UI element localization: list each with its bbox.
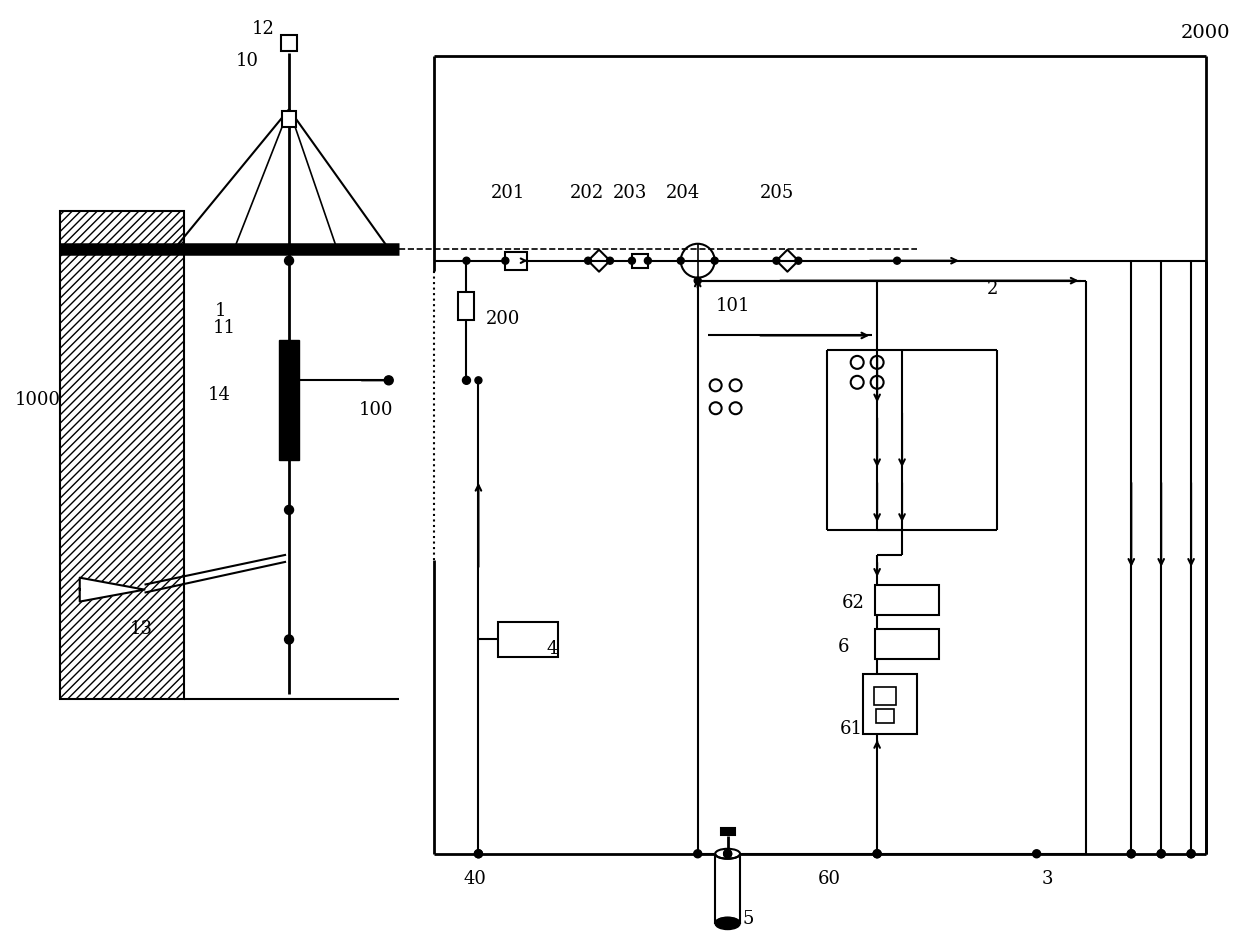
Ellipse shape <box>715 849 740 859</box>
Text: 14: 14 <box>207 387 231 405</box>
Bar <box>874 585 940 615</box>
Text: 205: 205 <box>760 184 794 202</box>
Circle shape <box>584 257 591 265</box>
Bar <box>863 674 918 734</box>
Circle shape <box>1127 850 1136 858</box>
Text: 202: 202 <box>570 184 604 202</box>
Bar <box>281 35 298 51</box>
Text: 2000: 2000 <box>1182 25 1230 43</box>
Circle shape <box>645 257 651 265</box>
Circle shape <box>284 346 294 355</box>
Circle shape <box>284 256 294 266</box>
Circle shape <box>475 377 482 384</box>
Circle shape <box>1187 850 1195 858</box>
Bar <box>720 828 734 835</box>
Bar <box>632 254 647 268</box>
Circle shape <box>894 257 900 265</box>
Text: 4: 4 <box>546 641 558 659</box>
Bar <box>874 629 940 660</box>
Bar <box>498 622 558 657</box>
Circle shape <box>724 850 732 858</box>
Circle shape <box>873 850 882 858</box>
Text: 62: 62 <box>842 594 866 611</box>
Circle shape <box>724 850 732 858</box>
Circle shape <box>693 850 702 858</box>
Circle shape <box>1187 850 1195 858</box>
Text: 204: 204 <box>666 184 701 202</box>
Circle shape <box>463 376 470 385</box>
Text: 101: 101 <box>715 297 750 314</box>
Circle shape <box>795 257 802 265</box>
Circle shape <box>629 257 635 265</box>
Circle shape <box>475 850 482 858</box>
Bar <box>281 111 296 128</box>
Text: 100: 100 <box>358 401 393 419</box>
Circle shape <box>502 257 508 265</box>
Text: 6: 6 <box>837 639 848 657</box>
Circle shape <box>475 850 482 858</box>
Ellipse shape <box>715 918 740 929</box>
Bar <box>60 211 185 700</box>
Text: 10: 10 <box>237 52 259 70</box>
Circle shape <box>773 257 780 265</box>
Circle shape <box>1157 850 1166 858</box>
Bar <box>874 687 897 705</box>
Text: 13: 13 <box>129 621 153 639</box>
Text: 200: 200 <box>485 309 520 327</box>
Text: 60: 60 <box>817 870 841 887</box>
Text: 61: 61 <box>841 720 863 738</box>
Circle shape <box>384 376 393 385</box>
Text: 3: 3 <box>1042 870 1053 887</box>
Circle shape <box>694 277 701 284</box>
Bar <box>459 291 475 320</box>
Circle shape <box>873 850 882 858</box>
Text: 201: 201 <box>490 184 525 202</box>
Polygon shape <box>79 578 145 602</box>
Circle shape <box>1033 850 1040 858</box>
Bar <box>877 709 894 724</box>
Bar <box>279 341 299 460</box>
Text: 12: 12 <box>252 20 275 38</box>
Text: 40: 40 <box>464 870 486 887</box>
Circle shape <box>1127 850 1136 858</box>
Circle shape <box>677 257 684 265</box>
Text: 1: 1 <box>215 302 226 320</box>
Text: 5: 5 <box>743 909 754 927</box>
Circle shape <box>284 506 294 514</box>
Circle shape <box>284 635 294 644</box>
Text: 2: 2 <box>987 280 998 298</box>
Text: 11: 11 <box>212 320 236 337</box>
Circle shape <box>712 257 718 265</box>
Bar <box>506 251 527 269</box>
Circle shape <box>606 257 614 265</box>
Text: 203: 203 <box>613 184 647 202</box>
Circle shape <box>463 257 470 265</box>
Circle shape <box>1157 850 1166 858</box>
Text: 1000: 1000 <box>15 391 61 409</box>
